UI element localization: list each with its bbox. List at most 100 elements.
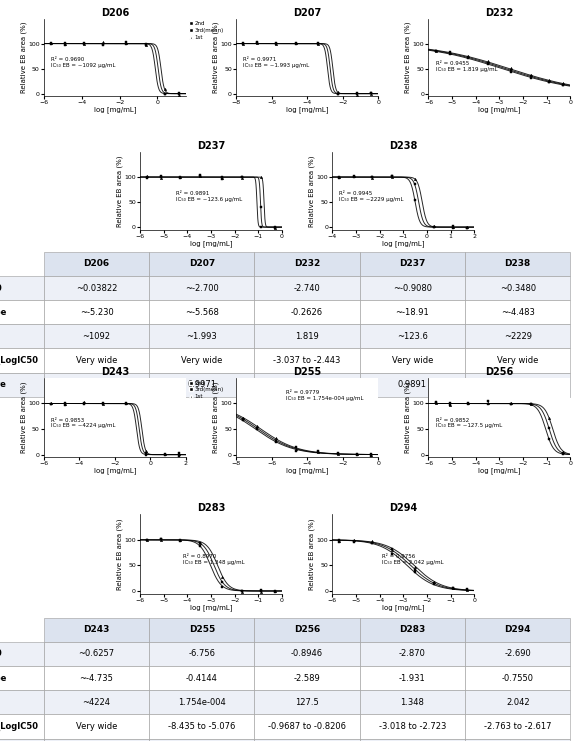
Point [463,584,472,596]
Point [256,587,266,599]
Point [291,38,301,50]
Point [366,448,376,460]
Point [174,450,183,462]
Point [218,581,227,593]
Point [174,90,183,102]
Point [463,399,473,411]
Point [99,38,108,50]
Point [46,398,56,410]
Point [463,221,472,233]
Point [506,398,515,410]
Point [142,534,152,546]
Point [431,45,441,57]
Point [352,449,362,461]
Point [218,172,227,184]
Point [352,88,362,100]
Point [349,534,358,546]
Point [366,450,376,462]
Point [506,66,515,78]
Point [314,38,323,50]
Point [366,449,376,461]
Y-axis label: Relative EB area (%): Relative EB area (%) [20,21,27,93]
Text: R² = 0.9852
IC₅₀ EB = ~127.5 μg/mL: R² = 0.9852 IC₅₀ EB = ~127.5 μg/mL [436,417,502,428]
Point [387,170,397,182]
Point [270,586,280,598]
Point [387,170,397,182]
Y-axis label: Relative EB area (%): Relative EB area (%) [116,155,123,227]
Point [314,445,323,457]
Text: R² = 0.9945
IC₅₀ EB = ~2229 μg/mL: R² = 0.9945 IC₅₀ EB = ~2229 μg/mL [339,191,404,202]
Point [79,38,88,50]
Point [463,52,473,64]
Point [333,448,343,459]
Point [333,447,343,459]
Point [545,422,554,433]
Point [60,399,70,411]
Point [366,88,376,100]
Title: D283: D283 [197,503,225,514]
Point [271,435,281,447]
Point [238,171,247,183]
Title: D232: D232 [486,7,514,18]
Y-axis label: Relative EB area (%): Relative EB area (%) [20,382,27,453]
Point [239,413,248,425]
Point [122,37,131,49]
Point [46,398,56,410]
Point [506,62,515,74]
Point [122,398,131,410]
Text: R² = 0.9756
IC₅₀ EB = 2.042 μg/mL: R² = 0.9756 IC₅₀ EB = 2.042 μg/mL [382,554,443,565]
Point [160,448,169,459]
X-axis label: log [mg/mL]: log [mg/mL] [286,107,328,113]
X-axis label: log [mg/mL]: log [mg/mL] [190,604,232,611]
Point [387,544,397,556]
Point [99,399,108,411]
Point [559,79,568,91]
Point [79,398,88,410]
Point [483,58,493,70]
Point [545,73,554,85]
Point [463,585,472,597]
Point [195,169,204,181]
Point [142,38,151,50]
Point [559,78,568,90]
Point [291,37,301,49]
Point [142,448,151,459]
Point [506,398,515,410]
Point [506,397,515,409]
Point [195,539,204,551]
Point [142,170,152,182]
Point [174,87,183,99]
Point [367,536,377,548]
Point [506,64,515,76]
Point [218,571,227,583]
Point [559,448,568,460]
Point [142,445,151,457]
Point [270,585,280,597]
Point [431,397,441,409]
Point [99,36,108,47]
Text: R² = 0.9971
IC₅₀ EB = ~1.993 μg/mL: R² = 0.9971 IC₅₀ EB = ~1.993 μg/mL [243,57,309,68]
X-axis label: log [mg/mL]: log [mg/mL] [478,468,521,474]
Point [387,548,397,559]
Point [270,222,280,234]
Point [526,69,535,81]
Title: D206: D206 [101,7,129,18]
Point [367,537,377,549]
Point [431,396,441,408]
Point [448,222,457,233]
Point [239,413,248,425]
Point [410,566,419,578]
Point [448,582,457,594]
Text: R² = 0.9455
IC₅₀ EB = 1.819 μg/mL: R² = 0.9455 IC₅₀ EB = 1.819 μg/mL [436,62,497,72]
Point [431,45,441,57]
Point [160,88,169,100]
Point [366,87,376,99]
Point [239,37,248,49]
Point [291,37,301,49]
Point [367,170,377,182]
Point [174,88,183,100]
Point [445,47,455,59]
Point [410,178,419,190]
Y-axis label: Relative EB area (%): Relative EB area (%) [405,21,411,93]
Point [122,36,131,48]
